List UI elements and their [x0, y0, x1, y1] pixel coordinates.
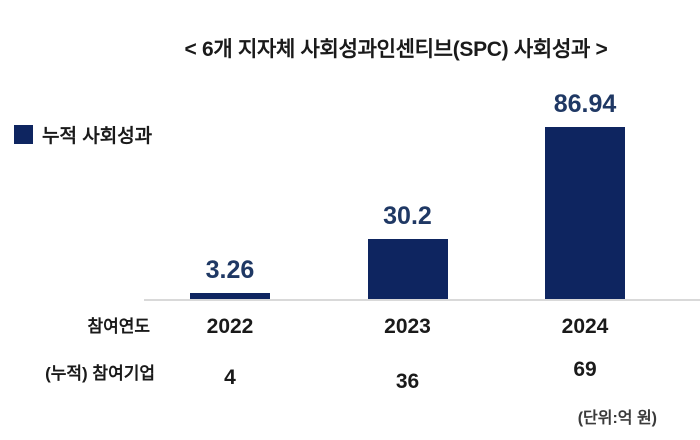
- bar-2024: [545, 127, 625, 299]
- x-axis-line: [144, 299, 700, 301]
- bar-value-label-2023: 30.2: [383, 202, 432, 230]
- legend-swatch-icon: [14, 124, 33, 144]
- x-tick-2022: 2022: [206, 315, 254, 338]
- legend-label: 누적 사회성과: [42, 125, 153, 147]
- x-tick-2024: 2024: [561, 315, 609, 338]
- bar-2023: [367, 239, 448, 299]
- x-tick-2023: 2023: [384, 315, 431, 338]
- bar-2022: [190, 293, 270, 299]
- row-label-companies: (누적) 참여기업: [45, 364, 155, 383]
- chart-title: < 6개 지자체 사회성과인센티브(SPC) 사회성과 >: [184, 38, 608, 61]
- unit-note: (단위:억 원): [577, 410, 657, 427]
- companies-count-2022: 4: [224, 366, 236, 389]
- companies-count-2024: 69: [573, 358, 597, 381]
- row-label-year: 참여연도: [87, 317, 150, 336]
- legend: 누적 사회성과: [14, 122, 153, 147]
- bar-value-label-2024: 86.94: [553, 90, 617, 118]
- companies-count-2023: 36: [395, 370, 420, 393]
- bar-value-label-2022: 3.26: [205, 256, 255, 284]
